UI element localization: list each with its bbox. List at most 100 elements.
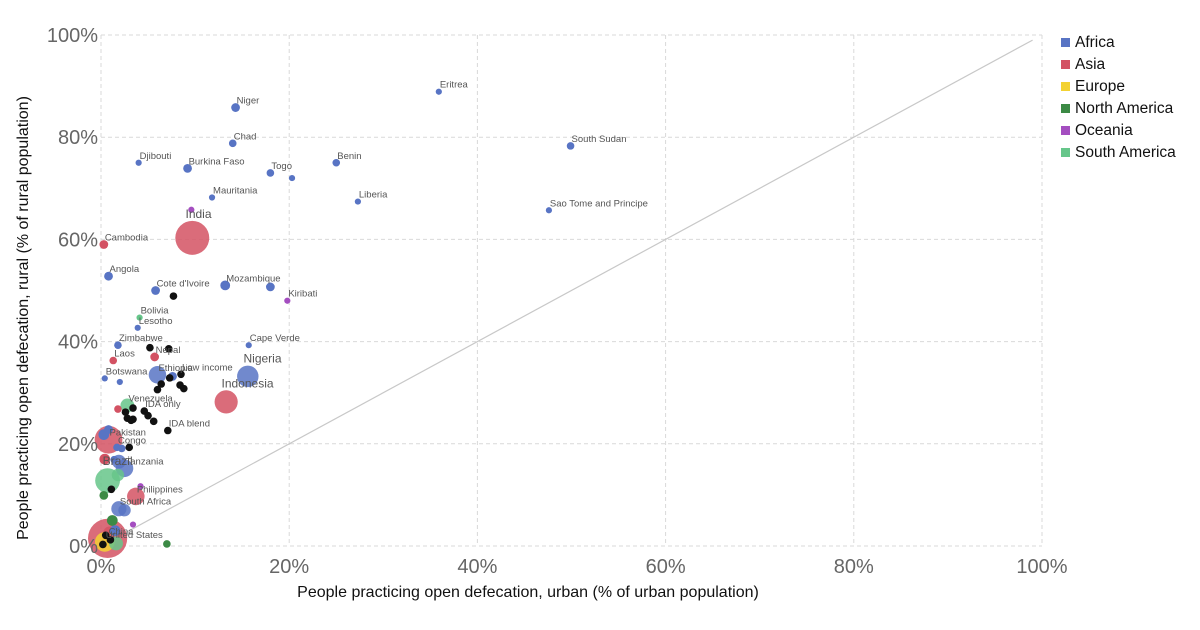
legend: Africa Asia Europe North America Oceania Sout… bbox=[1061, 34, 1176, 161]
point-label: Togo bbox=[271, 161, 292, 172]
point-label: Kiribati bbox=[288, 289, 317, 300]
data-point bbox=[135, 159, 142, 166]
data-point bbox=[107, 485, 116, 494]
data-point bbox=[150, 352, 160, 362]
point-label: South Africa bbox=[120, 497, 172, 508]
data-point bbox=[266, 169, 275, 177]
data-point bbox=[106, 515, 118, 526]
data-point bbox=[566, 142, 575, 150]
data-point bbox=[265, 282, 275, 292]
y-tick-label: 20% bbox=[58, 434, 98, 456]
y-tick-label: 100% bbox=[47, 25, 98, 47]
data-point bbox=[220, 280, 231, 291]
point-label: Nigeria bbox=[244, 352, 282, 366]
point-label: Mauritania bbox=[213, 185, 258, 196]
x-tick-label: 40% bbox=[457, 556, 497, 578]
point-label: Pakistan bbox=[110, 428, 146, 439]
data-point bbox=[332, 158, 341, 167]
legend-label: Oceania bbox=[1075, 122, 1133, 139]
data-point bbox=[288, 174, 296, 182]
data-point bbox=[114, 405, 122, 413]
data-point bbox=[284, 297, 291, 304]
data-point bbox=[164, 426, 172, 435]
data-point bbox=[188, 206, 195, 213]
data-point bbox=[99, 240, 109, 249]
data-point bbox=[175, 220, 210, 255]
data-point bbox=[104, 425, 113, 434]
point-label: IDA only bbox=[145, 399, 181, 410]
point-label: Chad bbox=[234, 131, 257, 142]
data-point bbox=[99, 453, 111, 465]
data-point bbox=[144, 411, 152, 420]
point-label: Philippines bbox=[137, 484, 183, 495]
point-label: China bbox=[109, 526, 135, 537]
y-axis-ticks: 0% 20% 40% 60% 80% 100% bbox=[47, 25, 98, 558]
data-point bbox=[245, 342, 252, 349]
data-point bbox=[121, 408, 130, 416]
point-label: Cambodia bbox=[105, 233, 149, 244]
x-tick-label: 60% bbox=[646, 556, 686, 578]
data-points bbox=[87, 88, 575, 558]
data-point bbox=[109, 356, 118, 365]
data-point bbox=[164, 344, 173, 353]
point-label: Venezuela bbox=[128, 393, 173, 404]
y-tick-label: 40% bbox=[58, 332, 98, 354]
data-point bbox=[125, 443, 134, 452]
point-label: Tanzania bbox=[126, 456, 165, 467]
data-point bbox=[129, 404, 137, 412]
data-point bbox=[165, 374, 174, 382]
point-label: Brazil bbox=[103, 454, 133, 468]
grid bbox=[100, 34, 1043, 547]
data-point bbox=[111, 468, 125, 482]
data-point bbox=[237, 365, 259, 388]
data-point bbox=[127, 487, 145, 506]
data-point bbox=[101, 375, 108, 382]
data-point bbox=[157, 380, 166, 388]
point-label: Laos bbox=[114, 349, 135, 360]
point-label: IDA blend bbox=[169, 419, 210, 430]
data-point bbox=[146, 343, 154, 352]
point-label: Cote d'Ivoire bbox=[157, 279, 210, 290]
point-label: Sao Tome and Principe bbox=[550, 198, 648, 209]
data-point bbox=[137, 483, 144, 490]
y-tick-label: 80% bbox=[58, 127, 98, 149]
legend-swatch bbox=[1061, 104, 1070, 113]
point-label: Ethiopia bbox=[158, 363, 193, 374]
data-point bbox=[163, 540, 171, 548]
point-label: Benin bbox=[337, 151, 361, 162]
data-point bbox=[214, 390, 238, 414]
point-label: Liberia bbox=[359, 190, 388, 201]
point-labels: Eritrea Niger Chad South Sudan Benin Djibouti… bbox=[103, 80, 648, 541]
legend-swatch bbox=[1061, 38, 1070, 47]
point-label: Congo bbox=[118, 435, 146, 446]
point-label: United States bbox=[106, 530, 163, 541]
point-label: Lesotho bbox=[139, 316, 173, 327]
x-tick-label: 100% bbox=[1016, 556, 1067, 578]
data-point bbox=[149, 417, 158, 426]
point-label: Cape Verde bbox=[250, 333, 300, 344]
data-point bbox=[169, 292, 178, 300]
point-label: Niger bbox=[237, 96, 260, 107]
point-label: India bbox=[185, 207, 211, 221]
data-point bbox=[127, 416, 135, 425]
data-point bbox=[208, 194, 216, 201]
data-point bbox=[109, 525, 121, 537]
data-point bbox=[180, 384, 188, 393]
point-label: Mozambique bbox=[226, 273, 280, 284]
data-point bbox=[99, 491, 109, 500]
data-point bbox=[129, 521, 137, 528]
data-point bbox=[134, 324, 141, 331]
data-point bbox=[151, 286, 160, 295]
data-point bbox=[183, 163, 192, 173]
x-axis-ticks: 0% 20% 40% 60% 80% 100% bbox=[87, 556, 1068, 578]
data-point bbox=[231, 103, 240, 112]
point-label: Low income bbox=[182, 362, 233, 373]
point-label: Eritrea bbox=[440, 80, 469, 91]
legend-label: South America bbox=[1075, 144, 1176, 161]
x-tick-label: 80% bbox=[834, 556, 874, 578]
y-tick-label: 0% bbox=[69, 536, 98, 558]
data-point bbox=[106, 536, 115, 544]
data-point bbox=[118, 504, 131, 517]
data-point bbox=[104, 271, 113, 281]
